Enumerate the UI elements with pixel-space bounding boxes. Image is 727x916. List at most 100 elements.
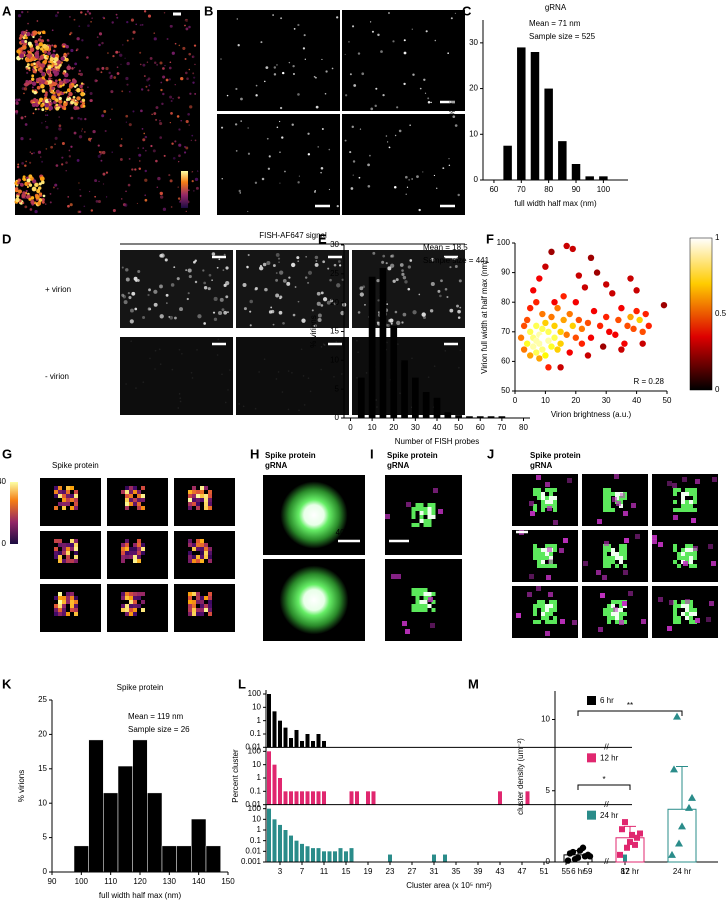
spot [102, 172, 106, 176]
panel-letter: B [204, 3, 213, 18]
spot [115, 13, 118, 16]
spot [148, 84, 151, 87]
pixel [192, 592, 196, 596]
bar [357, 377, 365, 418]
spot [357, 351, 359, 353]
spot [371, 30, 374, 33]
spot [411, 357, 413, 360]
pixel [204, 596, 208, 600]
spot [72, 79, 77, 84]
spot [160, 81, 163, 84]
pixel [200, 486, 204, 490]
point [632, 841, 638, 848]
pixel [129, 551, 133, 555]
bar [498, 791, 502, 805]
spot [35, 194, 40, 200]
spot [279, 106, 283, 110]
point [579, 844, 587, 851]
bar [349, 848, 354, 862]
spot [42, 43, 47, 49]
spike-signal [615, 600, 619, 604]
spot [140, 88, 144, 91]
point [606, 328, 613, 335]
spot [225, 266, 229, 270]
spot [30, 196, 35, 200]
spot [50, 77, 53, 80]
spot [242, 283, 247, 288]
pixel [137, 494, 141, 498]
spot [40, 39, 44, 43]
spot [44, 102, 50, 108]
grna-signal [667, 481, 672, 486]
spot [239, 192, 242, 194]
spot [433, 174, 436, 177]
spot [430, 101, 432, 104]
spot [87, 24, 90, 28]
spot [294, 286, 297, 288]
spike-signal [545, 496, 549, 500]
spot [314, 255, 319, 260]
spot [221, 126, 224, 129]
spot [284, 170, 286, 173]
spot [47, 39, 50, 42]
pixel [58, 612, 62, 616]
spike-signal [603, 492, 607, 496]
spot [291, 371, 293, 374]
point [575, 272, 583, 279]
y-tick-label: 0.1 [250, 786, 262, 795]
pixel [66, 486, 70, 490]
spot [185, 210, 187, 212]
spike-signal [411, 523, 416, 527]
pixel [121, 551, 125, 555]
bar [599, 176, 608, 180]
x-tick-label: 15 [342, 867, 351, 876]
pixel [66, 543, 70, 547]
spot [254, 407, 257, 410]
spot [124, 57, 126, 59]
spot [68, 149, 71, 152]
pixel [196, 600, 200, 604]
bar [267, 751, 271, 805]
spot [203, 281, 207, 285]
spike-signal [537, 600, 541, 604]
pixel [204, 543, 208, 547]
spot [26, 11, 29, 13]
bar [544, 88, 553, 180]
grna-signal [553, 520, 558, 525]
spot [80, 11, 83, 14]
spot [212, 311, 216, 314]
spot [69, 31, 73, 35]
spot [186, 77, 189, 80]
spike-signal [280, 481, 348, 549]
y-tick-label: 15 [330, 327, 339, 336]
y-tick-label: 0.001 [241, 857, 262, 866]
spike-signal [611, 604, 615, 608]
spot [84, 117, 87, 121]
grna-signal [612, 497, 617, 502]
spike-signal [611, 556, 615, 560]
bar [379, 268, 387, 418]
spot [48, 98, 51, 102]
pixel [188, 600, 192, 604]
spot [365, 372, 368, 374]
spike-signal [677, 620, 681, 624]
y-tick-label: 0.01 [245, 846, 261, 855]
panel-letter: E [318, 231, 327, 246]
pixel [141, 498, 145, 502]
spike-signal [533, 544, 537, 548]
pixel [66, 494, 70, 498]
spot [65, 161, 68, 164]
spot [144, 198, 148, 202]
spot [430, 281, 435, 287]
spike-signal [685, 548, 689, 552]
spike-signal [603, 548, 607, 552]
pixel [62, 502, 66, 506]
grna-signal [547, 547, 552, 552]
spot [333, 375, 335, 378]
spike-signal [615, 564, 619, 568]
spot [386, 323, 390, 328]
bar [278, 720, 282, 748]
spot [116, 16, 119, 19]
spot [320, 346, 323, 348]
significance-bracket [577, 784, 631, 790]
